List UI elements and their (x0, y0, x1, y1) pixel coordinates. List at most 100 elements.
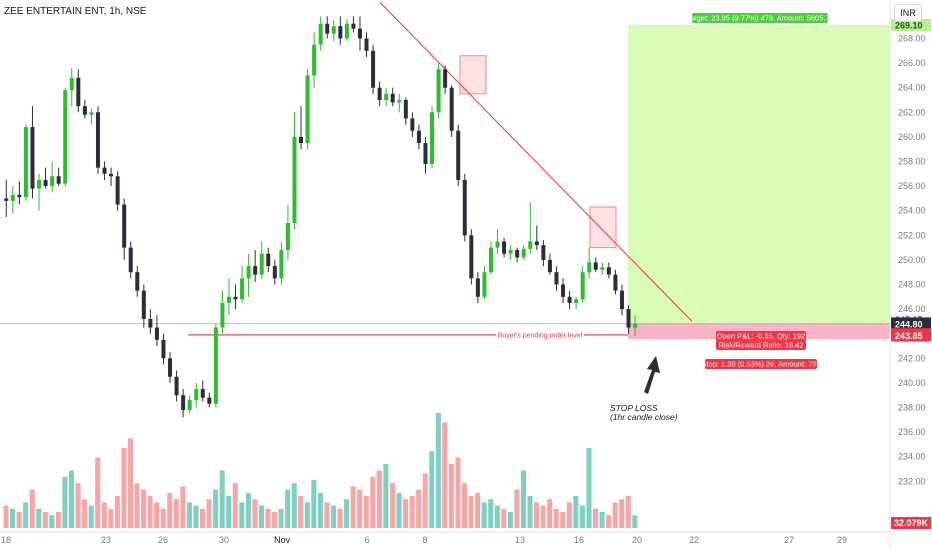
volume-bar (42, 512, 48, 528)
volume-bar (75, 483, 81, 528)
volume-bar (593, 508, 599, 528)
volume-bar (468, 496, 474, 528)
drawing-lines: Buyer's pending order level (0, 2, 890, 340)
volume-bar (154, 502, 160, 528)
candle-body (423, 143, 428, 164)
volume-bar (481, 502, 487, 528)
currency-button[interactable]: INR (894, 4, 922, 22)
volume-bar (232, 483, 238, 528)
candle-body (37, 179, 42, 189)
volume-bar (625, 496, 631, 528)
candle-body (410, 118, 415, 131)
candle-body (357, 28, 362, 39)
candle-body (135, 272, 140, 291)
price-tick: 236.00 (898, 427, 926, 437)
candle-body (292, 136, 297, 223)
time-tick: 27 (784, 535, 794, 545)
volume-bar (553, 508, 559, 528)
volume-bar (475, 492, 481, 528)
candle-body (253, 266, 258, 275)
volume-bar (612, 502, 618, 528)
candle-body (371, 50, 376, 88)
volume-bar (88, 505, 94, 528)
position-labels: STOP LOSS(1hr candle close) Target: 23.95… (610, 13, 834, 422)
price-tick: 246.00 (898, 304, 926, 314)
target-label-bg (692, 13, 828, 23)
candle-body (397, 100, 402, 103)
stop-low-badge-bg (891, 329, 931, 342)
volume-bar (435, 412, 441, 528)
candle-body (554, 272, 559, 285)
stop-low-badge: 243.85 (895, 331, 923, 341)
price-tick: 248.00 (898, 280, 926, 290)
volume-bar (389, 483, 395, 528)
price-tick: 262.00 (898, 107, 926, 117)
volume-bar (383, 464, 389, 528)
price-tick: 260.00 (898, 132, 926, 142)
candle-body (318, 23, 323, 45)
volume-bar (619, 499, 625, 528)
candle-body (187, 400, 192, 410)
candle-body (561, 284, 566, 297)
volume-bar (252, 499, 258, 528)
candle-body (600, 267, 605, 270)
candle-body (194, 389, 199, 401)
volume-bar (127, 438, 133, 528)
time-tick: 6 (364, 535, 369, 545)
candle-body (613, 274, 618, 291)
candle-body (574, 299, 579, 303)
candle-body (285, 223, 290, 251)
last-price-badge: 244.80 (895, 319, 923, 329)
volume-bar (520, 470, 526, 528)
candle-body (128, 247, 133, 273)
volume-bar (219, 470, 225, 528)
time-axis[interactable]: 18 23 26 30 Nov 6 8 13 16 20 22 27 29 (1, 535, 847, 545)
price-tick: 256.00 (898, 181, 926, 191)
candle-body (50, 176, 55, 187)
price-axis[interactable]: 268.00 266.00 264.00 262.00 260.00 258.00 256.… (891, 18, 931, 529)
volume-bar (121, 448, 127, 528)
target-zone (628, 24, 890, 324)
volume-bar (455, 457, 461, 528)
candle-body (416, 130, 421, 144)
highlight-box (589, 206, 617, 249)
volume-bar (167, 492, 173, 528)
volume-bar (298, 496, 304, 528)
candle-body (390, 93, 395, 103)
volume-bar (494, 505, 500, 528)
symbol-title[interactable]: ZEE ENTERTAIN ENT, 1h, NSE (4, 6, 147, 17)
candle-body (534, 241, 539, 246)
candle-body (619, 290, 624, 310)
price-tick: 252.00 (898, 230, 926, 240)
volume-bar (488, 499, 494, 528)
volume-bar (180, 486, 186, 528)
volume-bar (501, 508, 507, 528)
candle-body (141, 290, 146, 319)
candles (4, 16, 638, 418)
volume-bar (370, 476, 376, 528)
candle-body (305, 75, 310, 144)
price-tick: 254.00 (898, 206, 926, 216)
candle-body (63, 90, 68, 184)
candle-body (17, 194, 22, 198)
candle-body (528, 241, 533, 249)
candle-body (56, 176, 61, 184)
candle-body (515, 250, 520, 258)
candle-body (266, 253, 271, 267)
volume-bar (95, 457, 101, 528)
volume-bar (272, 512, 278, 528)
volume-bar (258, 505, 264, 528)
candle-body (502, 241, 507, 254)
volume-bar (108, 508, 114, 528)
candle-body (475, 278, 480, 297)
risk-reward-label-bg (716, 340, 806, 350)
candle-body (456, 130, 461, 180)
volume-bar (239, 502, 245, 528)
volume-bar (29, 489, 35, 528)
price-tick: 266.00 (898, 58, 926, 68)
candle-body (207, 397, 212, 404)
candle-body (168, 358, 173, 377)
volume-bar (36, 508, 42, 528)
